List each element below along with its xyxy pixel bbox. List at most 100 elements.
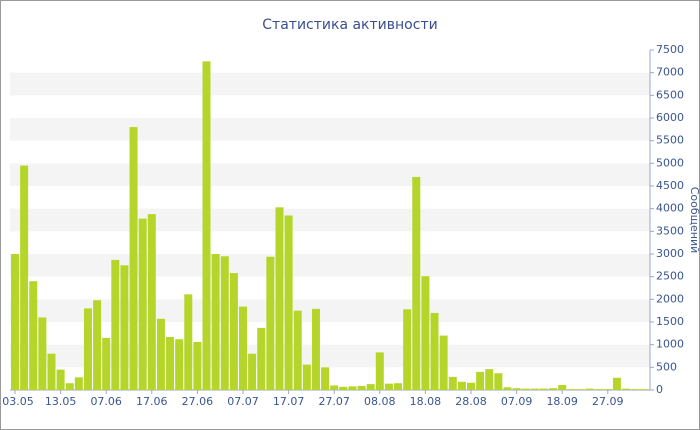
bar (558, 385, 567, 390)
x-tick-label: 27.09 (592, 395, 624, 408)
bar (512, 388, 521, 390)
bar (576, 389, 585, 390)
bar (248, 353, 257, 390)
grid-band (10, 254, 650, 277)
bar (339, 386, 348, 390)
bar (175, 339, 184, 390)
y-tick-label: 500 (656, 360, 677, 373)
bar (166, 336, 175, 390)
grid-band (10, 299, 650, 322)
bar (11, 254, 19, 390)
bar (275, 207, 284, 390)
bar (239, 306, 247, 390)
bar (366, 384, 375, 390)
y-tick-label: 2500 (656, 270, 684, 283)
bar (567, 389, 576, 390)
y-tick-label: 5000 (656, 156, 684, 169)
bar (257, 327, 266, 390)
bar (503, 387, 512, 390)
grid-band (10, 208, 650, 232)
bar (412, 176, 421, 390)
bar (38, 317, 47, 390)
bar (229, 273, 238, 390)
bar (56, 369, 65, 390)
bar (111, 259, 120, 390)
bar (129, 127, 138, 391)
y-tick-label: 6000 (656, 111, 684, 124)
bar (375, 352, 384, 390)
bar (348, 386, 357, 390)
bar (585, 388, 594, 390)
x-tick-label: 27.06 (182, 395, 214, 408)
bar (74, 377, 83, 390)
x-tick-label: 07.09 (501, 395, 533, 408)
chart-title: Статистика активности (262, 17, 437, 33)
bar (193, 341, 202, 390)
y-tick-label: 1000 (656, 338, 684, 351)
bar (184, 294, 193, 390)
bar (330, 385, 339, 390)
bar (467, 382, 475, 390)
bar (457, 381, 466, 390)
bar (93, 300, 102, 390)
grid-band (10, 72, 650, 96)
y-axis-label: Сообщений (688, 187, 700, 254)
x-tick-label: 28.08 (455, 395, 487, 408)
bar (549, 388, 558, 390)
bar (220, 256, 229, 390)
bar (202, 61, 211, 390)
x-tick-label: 13.05 (45, 395, 77, 408)
bar (622, 388, 631, 390)
bar (147, 214, 156, 390)
bar (640, 389, 649, 390)
bar (311, 308, 320, 390)
bar (20, 165, 29, 390)
bar (430, 312, 439, 390)
bar (138, 218, 147, 390)
bar (357, 385, 366, 390)
bar (421, 276, 430, 390)
bar (156, 318, 165, 390)
bar (120, 265, 129, 390)
x-tick-label: 18.08 (410, 395, 442, 408)
x-tick-label: 07.07 (227, 395, 259, 408)
bar (448, 376, 457, 390)
y-tick-label: 0 (656, 383, 663, 396)
bar (293, 310, 302, 390)
bar (211, 254, 220, 390)
bar (476, 371, 485, 390)
bar (65, 383, 74, 390)
y-tick-label: 4500 (656, 179, 684, 192)
x-tick-label: 27.07 (318, 395, 350, 408)
y-tick-label: 7000 (656, 66, 684, 79)
y-tick-label: 3500 (656, 224, 684, 237)
x-tick-label: 08.08 (364, 395, 396, 408)
bar (631, 389, 640, 390)
bar (394, 383, 403, 390)
x-tick-label: 18.09 (546, 395, 578, 408)
bar (284, 215, 293, 390)
bar (521, 388, 530, 390)
x-tick-label: 03.05 (2, 395, 34, 408)
bar (321, 367, 330, 390)
bar (603, 389, 612, 390)
bar (83, 308, 92, 390)
bar (384, 383, 393, 390)
x-tick-label: 17.07 (273, 395, 305, 408)
bar (266, 256, 275, 390)
grid-band (10, 118, 650, 141)
y-tick-label: 6500 (656, 88, 684, 101)
y-tick-label: 7500 (656, 43, 684, 56)
bar (612, 377, 621, 390)
y-tick-label: 5500 (656, 134, 684, 147)
x-tick-label: 07.06 (90, 395, 122, 408)
y-tick-label: 2000 (656, 292, 684, 305)
bar (102, 337, 111, 390)
y-tick-label: 3000 (656, 247, 684, 260)
bar (594, 389, 603, 390)
bar (439, 335, 448, 390)
x-tick-label: 17.06 (136, 395, 168, 408)
bar (530, 388, 539, 390)
bar (47, 353, 56, 390)
